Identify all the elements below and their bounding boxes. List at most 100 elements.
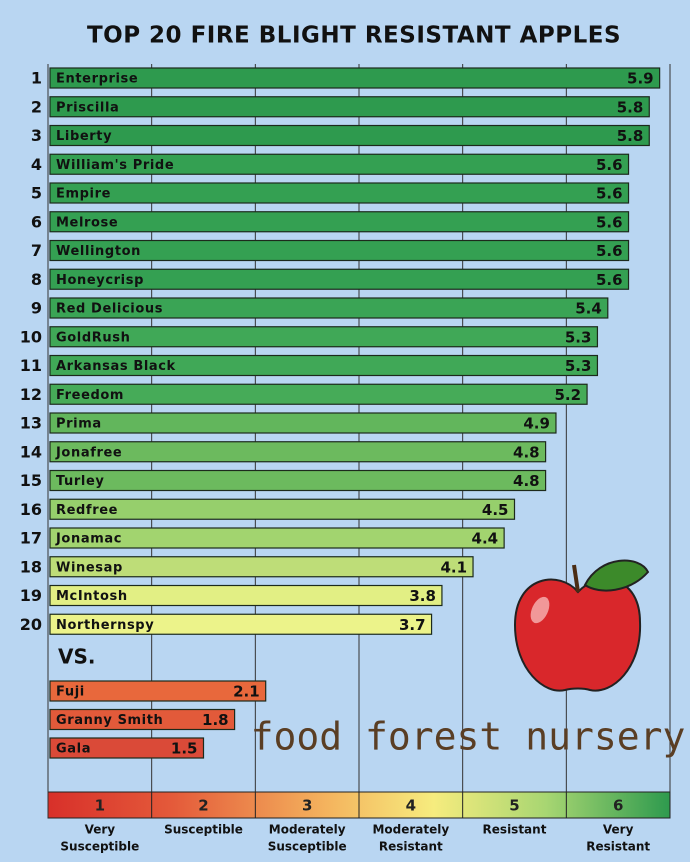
bar	[49, 182, 630, 204]
value-label: 3.7	[399, 616, 426, 634]
value-label: 5.6	[596, 213, 623, 231]
bar	[49, 268, 630, 290]
value-label: 5.8	[617, 127, 644, 145]
bar-label: William's Pride	[56, 158, 174, 173]
value-label: 4.4	[472, 530, 499, 548]
bar	[49, 556, 474, 578]
value-label: 4.9	[523, 415, 550, 433]
bar	[49, 441, 547, 463]
rank-label: 1	[31, 69, 42, 88]
bar-label: Priscilla	[56, 100, 119, 115]
bar	[49, 211, 630, 233]
value-label: 5.8	[617, 98, 644, 116]
rank-label: 5	[31, 184, 42, 203]
scale-label: Resistant	[379, 840, 443, 854]
bar	[49, 527, 505, 549]
bar-label: Wellington	[56, 244, 141, 259]
rank-label: 11	[20, 356, 42, 375]
bar-label: Redfree	[56, 503, 118, 518]
value-label: 2.1	[233, 683, 260, 701]
rank-label: 14	[20, 442, 42, 461]
bar-label: Prima	[56, 417, 102, 432]
x-tick-label: 5	[509, 797, 519, 815]
bar-label: Empire	[56, 187, 111, 202]
value-label: 5.3	[565, 328, 592, 346]
bar-label: Turley	[56, 474, 104, 489]
bar-label: Gala	[56, 742, 91, 757]
rank-label: 4	[31, 155, 42, 174]
bar	[49, 354, 599, 377]
value-label: 1.5	[171, 740, 198, 758]
rank-label: 8	[31, 270, 42, 289]
bar-label: Honeycrisp	[56, 273, 144, 288]
bar	[49, 96, 650, 118]
bar	[49, 708, 236, 731]
value-label: 5.9	[627, 70, 654, 88]
bar-label: Melrose	[56, 215, 118, 230]
value-label: 3.8	[409, 587, 436, 605]
value-label: 4.5	[482, 501, 509, 519]
rank-label: 13	[20, 414, 42, 433]
scale-label: Susceptible	[164, 823, 243, 837]
value-label: 4.8	[513, 472, 540, 490]
bar-label: Jonafree	[55, 445, 122, 460]
grid	[151, 64, 671, 818]
rank-label: 20	[20, 615, 42, 634]
bar	[49, 584, 443, 607]
chart-title: TOP 20 FIRE BLIGHT RESISTANT APPLES	[87, 23, 621, 49]
rank-label: 16	[20, 500, 42, 519]
value-label: 5.3	[565, 357, 592, 375]
rank-label: 19	[20, 586, 42, 605]
bar-label: Freedom	[56, 388, 124, 403]
value-label: 5.6	[596, 156, 623, 174]
scale-label: Resistant	[483, 823, 547, 837]
x-tick-label: 2	[198, 797, 208, 815]
value-label: 5.4	[575, 300, 602, 318]
apple-illustration	[513, 559, 650, 692]
rank-label: 15	[20, 471, 42, 490]
scale-label: Very	[603, 823, 634, 837]
bar	[49, 498, 516, 520]
value-label: 5.2	[554, 386, 581, 404]
bar	[49, 737, 205, 759]
bar	[49, 153, 630, 175]
value-label: 5.6	[596, 271, 623, 289]
bar	[49, 67, 661, 89]
rank-label: 3	[31, 126, 42, 145]
logo: food forest nursery	[251, 715, 686, 759]
rank-label: 2	[31, 97, 42, 116]
rank-label: 12	[20, 385, 42, 404]
bar-label: Enterprise	[56, 72, 138, 87]
value-label: 4.8	[513, 443, 540, 461]
scale-label: Resistant	[586, 840, 650, 854]
scale-label: Susceptible	[60, 840, 139, 854]
bar	[49, 297, 609, 319]
bar-label: Red Delicious	[56, 302, 163, 317]
rank-label: 10	[20, 327, 42, 346]
bar	[49, 383, 588, 405]
bar-label: Winesap	[56, 560, 123, 575]
bar-label: McIntosh	[56, 589, 128, 604]
rank-label: 7	[31, 241, 42, 260]
rank-label: 18	[20, 557, 42, 576]
bar-label: Jonamac	[55, 532, 122, 547]
bar	[49, 412, 557, 434]
scale-label: Very	[85, 823, 116, 837]
bar-label: Liberty	[56, 129, 112, 144]
scale-label: Moderately	[269, 823, 346, 837]
bar-label: GoldRush	[56, 330, 130, 345]
value-label: 1.8	[202, 711, 229, 729]
bar	[49, 469, 547, 492]
value-label: 4.1	[440, 558, 467, 576]
bar	[49, 680, 267, 702]
bar-label: Arkansas Black	[56, 359, 176, 374]
x-tick-label: 3	[302, 797, 312, 815]
bar	[49, 239, 630, 262]
scale-label: Susceptible	[268, 840, 347, 854]
x-tick-label: 4	[406, 797, 416, 815]
bar	[49, 326, 599, 348]
value-label: 5.6	[596, 242, 623, 260]
comparison-label: VS.	[58, 645, 95, 669]
rank-label: 17	[20, 529, 42, 548]
